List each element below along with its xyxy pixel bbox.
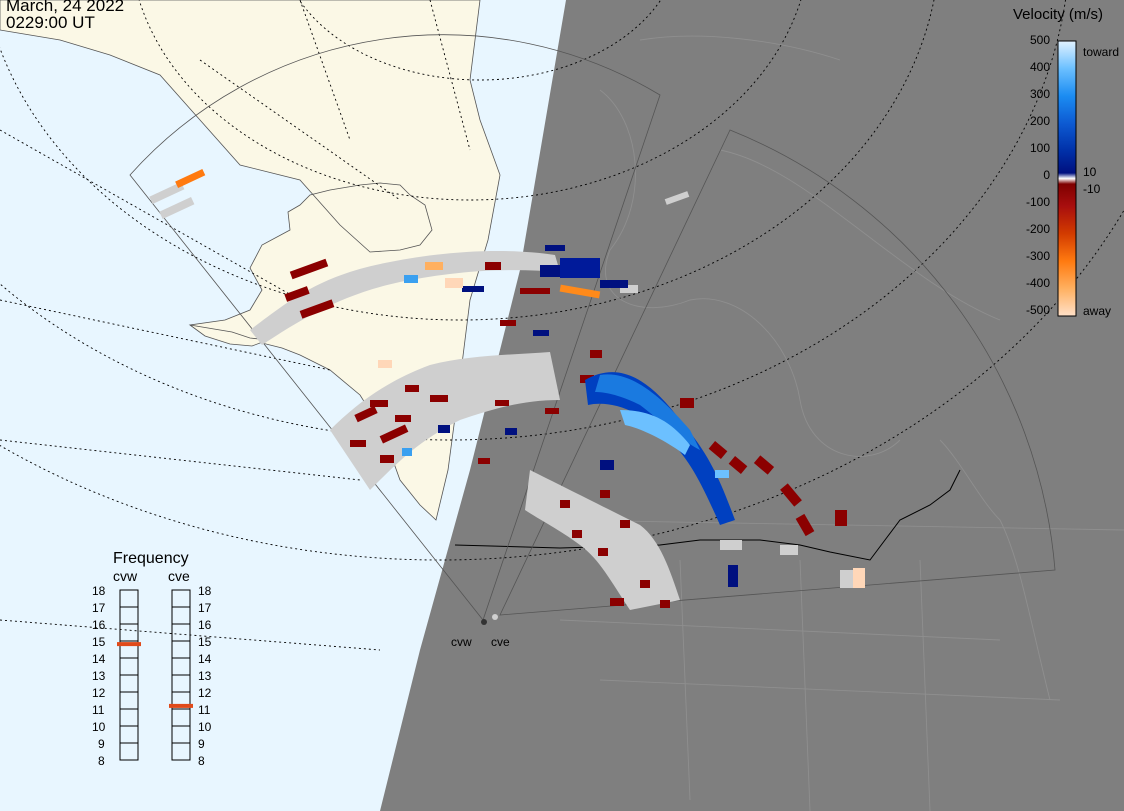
frequency-tick: 13	[198, 669, 212, 683]
frequency-title: Frequency	[113, 550, 189, 567]
colorbar-title: Velocity (m/s)	[1013, 6, 1104, 23]
frequency-tick: 8	[98, 754, 105, 768]
frequency-tick: 16	[198, 618, 212, 632]
site-cve-marker	[492, 614, 498, 620]
frequency-tick: 8	[198, 754, 205, 768]
colorbar-tick: 100	[1029, 141, 1050, 155]
frequency-tick: 17	[92, 601, 106, 615]
colorbar-tick: 500	[1029, 33, 1050, 47]
frequency-marker-cvw	[117, 642, 141, 647]
frequency-tick: 17	[198, 601, 212, 615]
frequency-tick: 11	[92, 703, 105, 717]
colorbar-tick: -100	[1025, 195, 1050, 209]
frequency-marker-cve	[169, 703, 193, 708]
colorbar-tick: 300	[1029, 87, 1050, 101]
frequency-tick: 10	[92, 720, 106, 734]
frequency-tick: 16	[92, 618, 106, 632]
frequency-tick: 11	[198, 703, 211, 717]
frequency-tick: 18	[92, 584, 106, 598]
frequency-tick: 15	[92, 635, 106, 649]
night-terminator	[380, 0, 1124, 811]
alaska-peninsula	[189, 324, 269, 347]
frequency-tick: 9	[98, 737, 105, 751]
strong-away-scatter	[175, 168, 865, 588]
colorbar-inner-tick: -10	[1083, 182, 1101, 196]
frequency-tick: 13	[92, 669, 106, 683]
site-label-cvw: cvw	[451, 635, 472, 649]
frequency-tick: 12	[92, 686, 106, 700]
colorbar-tick: -200	[1025, 222, 1050, 236]
frequency-tick: 15	[198, 635, 212, 649]
frequency-tick: 18	[198, 584, 212, 598]
frequency-tick: 14	[198, 652, 212, 666]
colorbar-tick: 200	[1029, 114, 1050, 128]
radar-fov	[129, 34, 1056, 621]
colorbar-tick: 0	[1043, 168, 1050, 182]
date-label: March, 24 2022	[6, 0, 125, 15]
site-label-cve: cve	[491, 635, 510, 649]
frequency-bars	[119, 589, 191, 761]
time-label: 0229:00 UT	[6, 13, 95, 32]
toward-scatter	[402, 245, 738, 587]
colorbar-tick: 400	[1029, 60, 1050, 74]
site-cvw-marker	[481, 619, 487, 625]
colorbar-toward-label: toward	[1083, 45, 1120, 59]
colorbar-tick: -300	[1025, 249, 1050, 263]
night-coastlines	[559, 35, 1124, 811]
colorbar-tick: -400	[1025, 276, 1050, 290]
colorbar-inner-tick: 10	[1083, 165, 1097, 179]
velocity-colorbar	[1057, 40, 1077, 317]
frequency-tick: 12	[198, 686, 212, 700]
frequency-tick: 10	[198, 720, 212, 734]
frequency-column-cve: cve	[168, 568, 190, 584]
frequency-tick: 9	[198, 737, 205, 751]
colorbar-away-label: away	[1083, 304, 1112, 318]
colorbar-tick: -500	[1025, 303, 1050, 317]
frequency-tick: 14	[92, 652, 106, 666]
frequency-column-cvw: cvw	[113, 568, 138, 584]
